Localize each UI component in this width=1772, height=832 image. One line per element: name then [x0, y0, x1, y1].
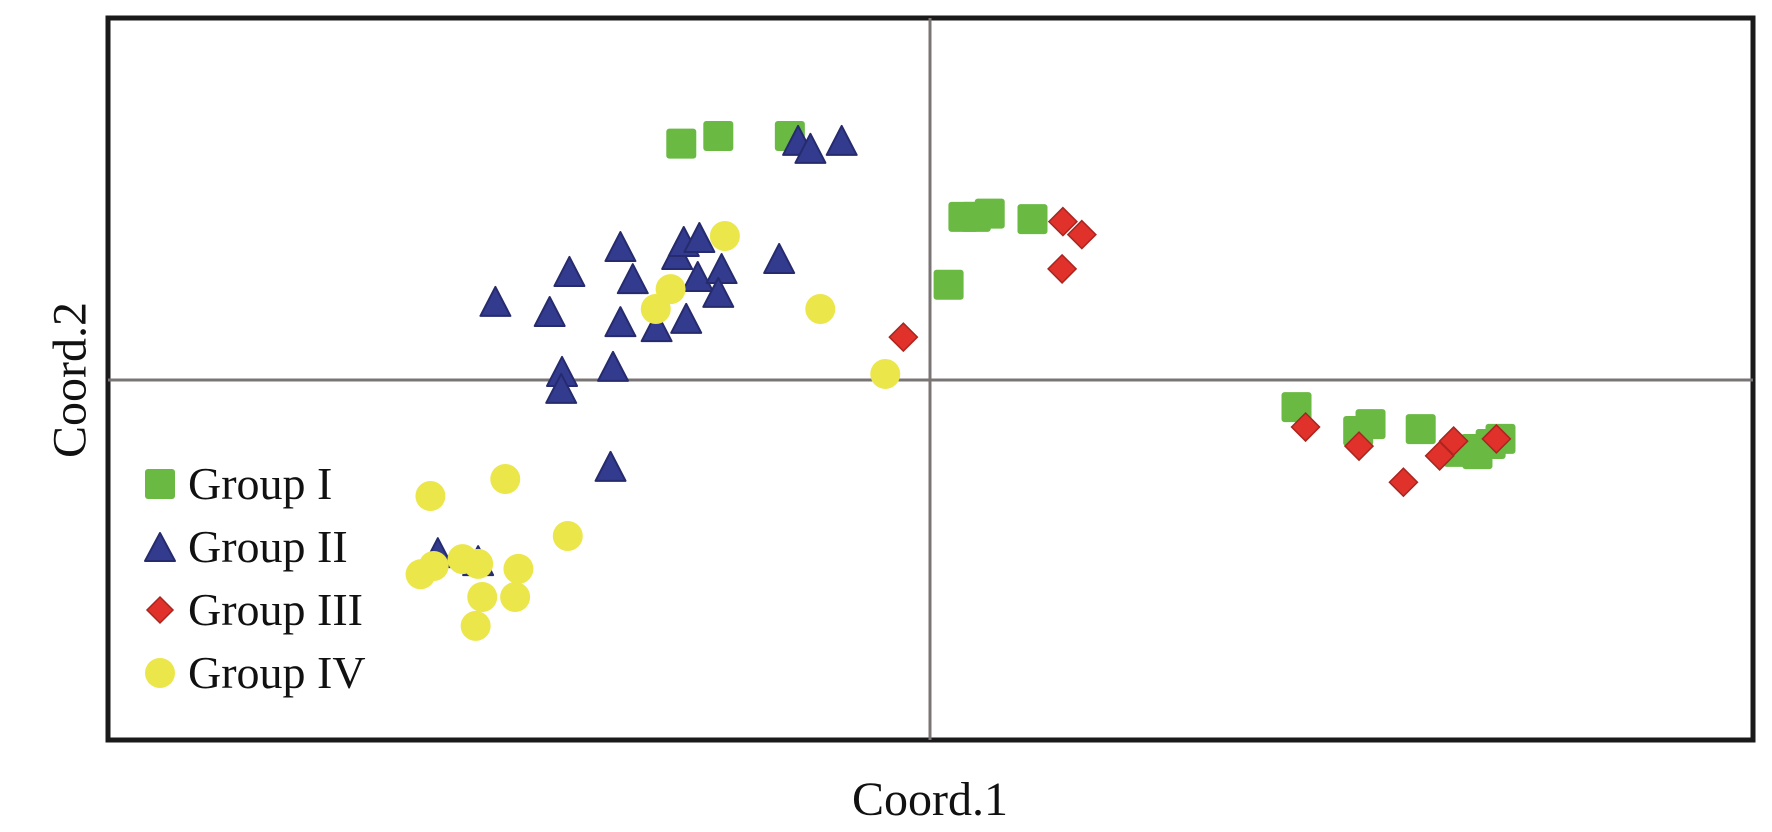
legend-item-group-ii: Group II	[140, 515, 366, 578]
data-point-group-ii	[702, 276, 735, 308]
data-point-group-ii	[553, 255, 586, 287]
data-point-group-iv	[552, 521, 583, 552]
data-point-group-iv	[500, 582, 531, 613]
data-point-group-ii	[604, 306, 637, 338]
data-point-group-iv	[709, 221, 740, 252]
data-point-group-iv	[640, 293, 671, 324]
legend-label: Group I	[188, 458, 333, 509]
data-point-group-iii	[888, 322, 919, 353]
data-point-group-iii	[1047, 206, 1078, 237]
data-point-group-i	[1462, 439, 1493, 470]
data-point-group-iv	[490, 463, 521, 494]
data-point-group-ii	[825, 124, 858, 156]
data-point-group-i	[1017, 204, 1048, 235]
legend-item-group-i: Group I	[140, 452, 366, 515]
data-point-group-ii	[670, 302, 703, 334]
data-point-group-ii	[640, 311, 673, 343]
data-point-group-ii	[763, 242, 796, 274]
data-point-group-i	[933, 269, 964, 300]
data-point-group-i	[974, 198, 1005, 229]
data-point-group-iv	[467, 582, 498, 613]
legend-label: Group III	[188, 584, 363, 635]
data-point-group-iii	[1047, 253, 1078, 284]
data-point-group-iii	[1066, 219, 1097, 250]
legend: Group I Group II Group III Group IV	[140, 452, 366, 704]
legend-label: Group II	[188, 521, 348, 572]
circle-marker-icon	[145, 657, 175, 688]
data-point-group-iv	[463, 548, 494, 579]
data-point-group-iv	[460, 610, 491, 641]
data-point-group-ii	[683, 222, 716, 254]
legend-item-group-iii: Group III	[140, 578, 366, 641]
data-point-group-ii	[594, 450, 627, 482]
data-points	[405, 121, 1516, 641]
data-point-group-i	[703, 121, 734, 152]
data-point-group-iii	[1290, 411, 1321, 443]
data-point-group-ii	[794, 132, 827, 164]
data-point-group-iv	[503, 553, 534, 584]
legend-item-group-iv: Group IV	[140, 641, 366, 704]
data-point-group-iii	[1343, 431, 1375, 462]
y-axis-label: Coord.2	[43, 302, 97, 458]
data-point-group-iii	[1388, 467, 1419, 498]
data-point-group-ii	[681, 261, 714, 293]
data-point-group-iii	[1438, 426, 1469, 457]
data-point-group-ii	[597, 350, 630, 382]
data-point-group-i	[1355, 409, 1386, 440]
square-marker-icon	[145, 468, 175, 499]
data-point-group-ii	[616, 263, 649, 295]
data-point-group-iv	[870, 358, 901, 389]
x-axis-label: Coord.1	[852, 773, 1008, 826]
data-point-group-iv	[418, 550, 449, 581]
triangle-marker-icon	[144, 531, 176, 562]
data-point-group-iv	[805, 293, 836, 324]
data-point-group-ii	[545, 372, 578, 404]
data-point-group-ii	[533, 296, 566, 328]
data-point-group-i	[1405, 414, 1436, 445]
legend-label: Group IV	[188, 647, 366, 698]
data-point-group-ii	[479, 285, 512, 317]
data-point-group-iii	[1481, 423, 1512, 454]
data-point-group-iv	[415, 480, 446, 511]
data-point-group-i	[666, 128, 697, 159]
diamond-marker-icon	[145, 595, 175, 624]
data-point-group-ii	[604, 231, 637, 263]
